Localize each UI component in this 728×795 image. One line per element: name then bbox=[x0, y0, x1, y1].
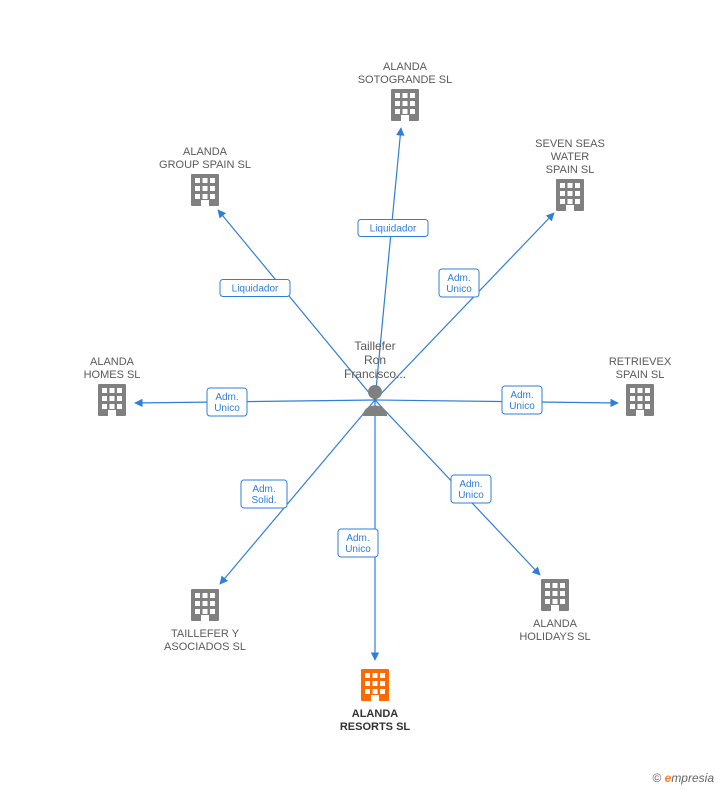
company-label: ALANDA bbox=[533, 618, 578, 630]
edge-label: Adm.Unico bbox=[207, 388, 247, 416]
svg-text:Adm.: Adm. bbox=[215, 392, 238, 403]
company-node[interactable]: ALANDASOTOGRANDE SL bbox=[358, 61, 453, 121]
edge-label: Adm.Solid. bbox=[241, 480, 287, 508]
company-node[interactable]: TAILLEFER YASOCIADOS SL bbox=[164, 589, 246, 653]
company-label: WATER bbox=[551, 151, 590, 163]
svg-text:Unico: Unico bbox=[214, 403, 240, 414]
company-label: TAILLEFER Y bbox=[171, 628, 240, 640]
center-label: Ron bbox=[364, 353, 386, 367]
network-diagram: LiquidadorLiquidadorAdm.UnicoAdm.UnicoAd… bbox=[0, 0, 728, 795]
company-label: ALANDA bbox=[383, 61, 428, 73]
edge-label: Liquidador bbox=[358, 220, 428, 237]
center-label: Taillefer bbox=[354, 339, 395, 353]
company-label: ALANDA bbox=[183, 146, 228, 158]
svg-text:Adm.: Adm. bbox=[447, 273, 470, 284]
company-label: RETRIEVEX bbox=[609, 356, 672, 368]
svg-text:Unico: Unico bbox=[446, 284, 472, 295]
edge-label: Adm.Unico bbox=[439, 269, 479, 297]
building-icon bbox=[361, 669, 389, 701]
brand-rest: mpresia bbox=[671, 771, 714, 785]
svg-text:Unico: Unico bbox=[458, 490, 484, 501]
svg-text:Adm.: Adm. bbox=[510, 390, 533, 401]
svg-text:Adm.: Adm. bbox=[459, 479, 482, 490]
building-icon bbox=[541, 579, 569, 611]
copyright-symbol: © bbox=[652, 771, 661, 785]
company-label: SPAIN SL bbox=[616, 369, 665, 381]
company-label: HOMES SL bbox=[84, 369, 141, 381]
svg-text:Unico: Unico bbox=[345, 544, 371, 555]
company-label: RESORTS SL bbox=[340, 721, 411, 733]
company-label: GROUP SPAIN SL bbox=[159, 159, 251, 171]
company-label: SOTOGRANDE SL bbox=[358, 74, 453, 86]
company-label: SEVEN SEAS bbox=[535, 138, 605, 150]
svg-text:Adm.: Adm. bbox=[346, 533, 369, 544]
credit-footer: © empresia bbox=[652, 771, 714, 785]
edge-label: Adm.Unico bbox=[338, 529, 378, 557]
building-icon bbox=[191, 589, 219, 621]
building-icon bbox=[391, 89, 419, 121]
svg-text:Liquidador: Liquidador bbox=[370, 224, 417, 235]
company-node[interactable]: ALANDAHOMES SL bbox=[84, 356, 141, 416]
svg-text:Adm.: Adm. bbox=[252, 484, 275, 495]
svg-text:Solid.: Solid. bbox=[251, 495, 276, 506]
edge-label: Liquidador bbox=[220, 280, 290, 297]
company-label: HOLIDAYS SL bbox=[519, 631, 590, 643]
building-icon bbox=[626, 384, 654, 416]
edge-line bbox=[135, 400, 375, 403]
company-label: ALANDA bbox=[90, 356, 135, 368]
company-label: ASOCIADOS SL bbox=[164, 641, 246, 653]
svg-text:Unico: Unico bbox=[509, 401, 535, 412]
edge-line bbox=[375, 400, 618, 403]
company-node[interactable]: SEVEN SEASWATERSPAIN SL bbox=[535, 138, 605, 211]
center-label: Francisco... bbox=[344, 367, 406, 381]
company-node[interactable]: ALANDARESORTS SL bbox=[340, 669, 411, 733]
company-label: ALANDA bbox=[352, 708, 398, 720]
edge-label: Adm.Unico bbox=[451, 475, 491, 503]
building-icon bbox=[191, 174, 219, 206]
building-icon bbox=[98, 384, 126, 416]
edge-label: Adm.Unico bbox=[502, 386, 542, 414]
company-node[interactable]: ALANDAHOLIDAYS SL bbox=[519, 579, 590, 643]
company-node[interactable]: RETRIEVEXSPAIN SL bbox=[609, 356, 672, 416]
svg-text:Liquidador: Liquidador bbox=[232, 284, 279, 295]
company-node[interactable]: ALANDAGROUP SPAIN SL bbox=[159, 146, 251, 206]
building-icon bbox=[556, 179, 584, 211]
company-label: SPAIN SL bbox=[546, 164, 595, 176]
